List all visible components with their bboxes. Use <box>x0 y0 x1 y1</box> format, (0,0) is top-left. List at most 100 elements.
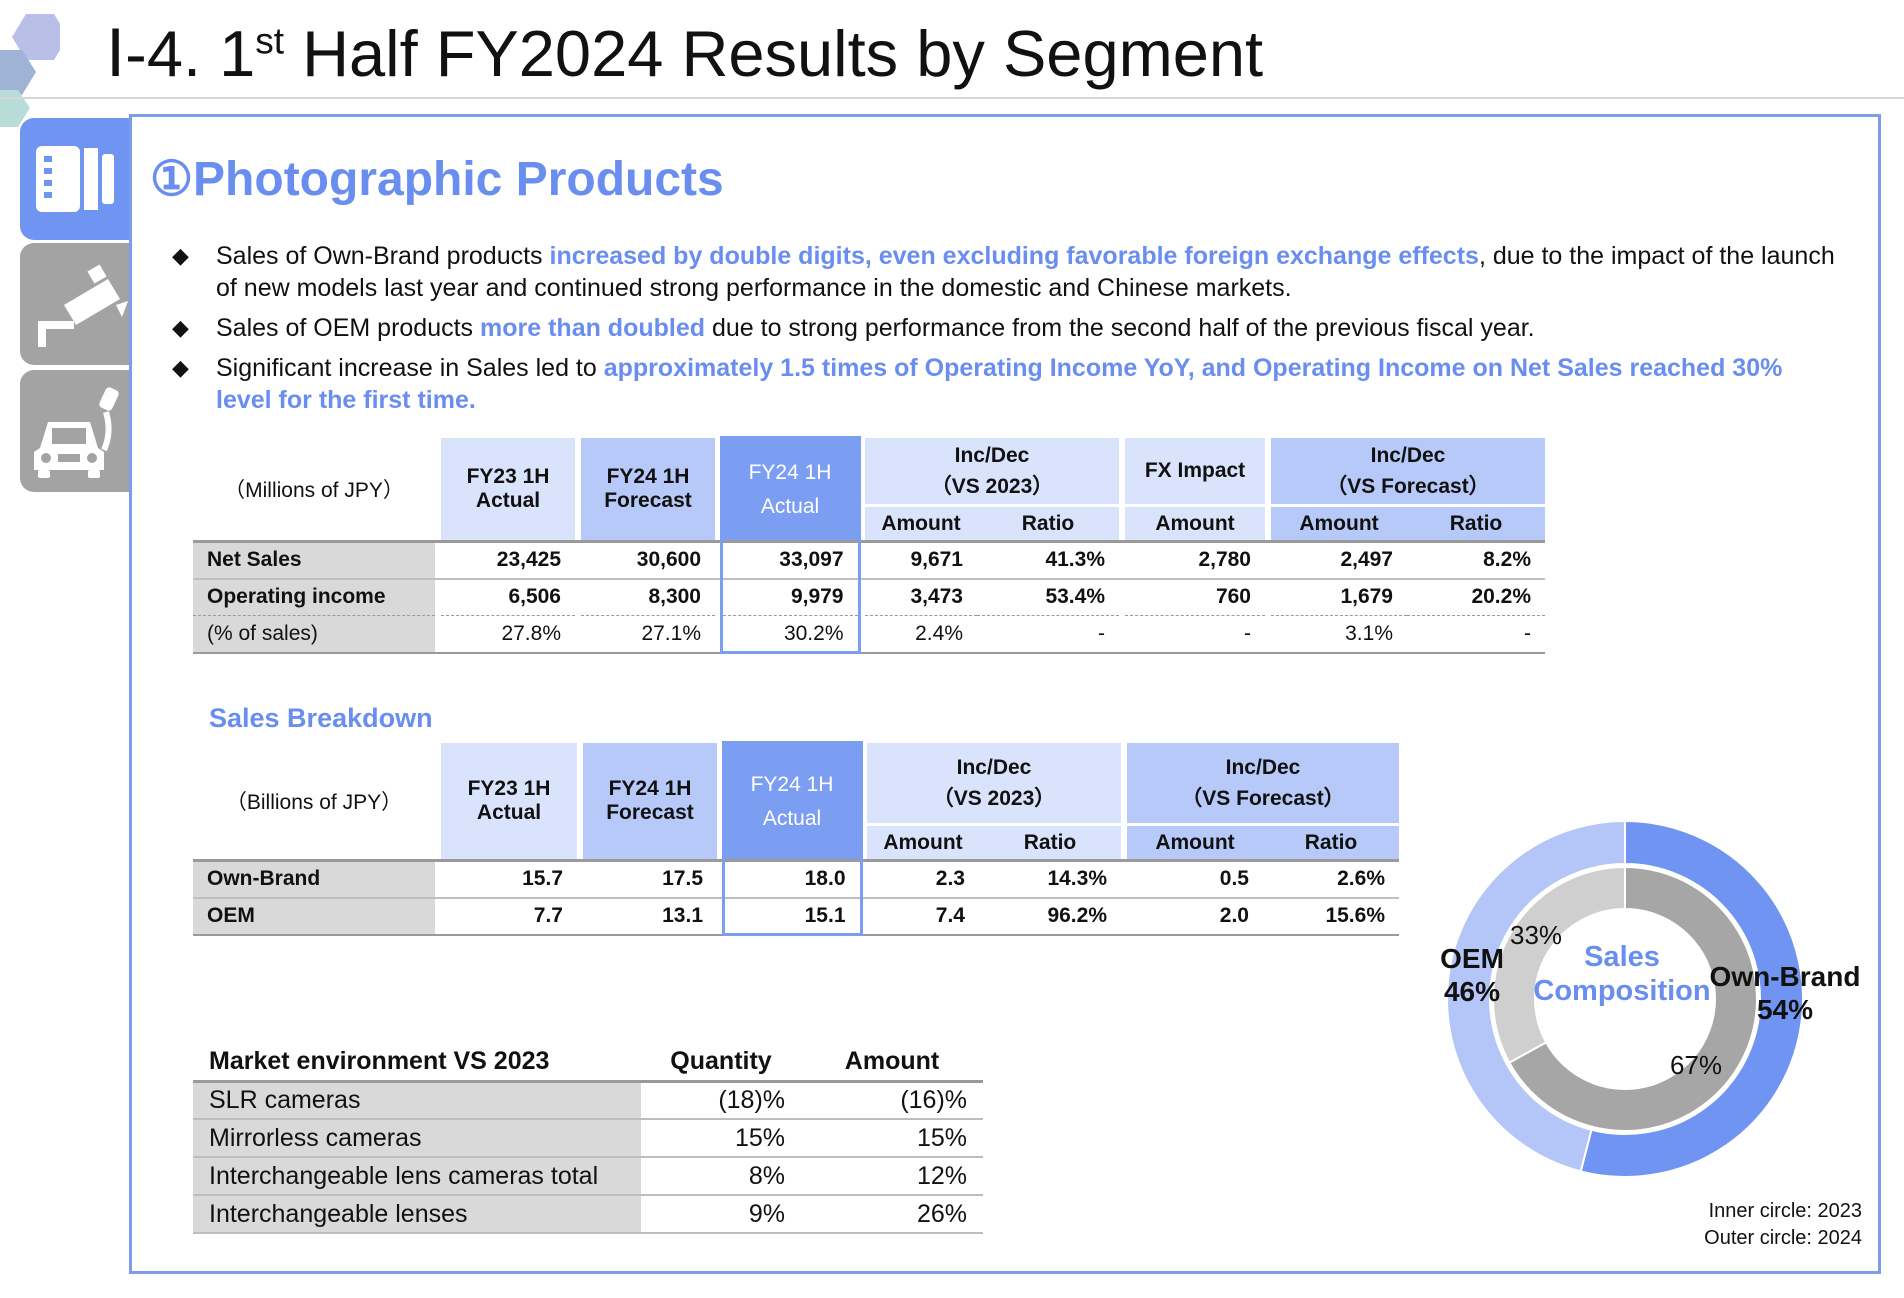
header-quantity: Quantity <box>641 1043 801 1083</box>
cell-value: 7.7 <box>533 904 563 927</box>
table-row: Operating income 6,506 8,300 9,979 3,473… <box>193 578 1545 616</box>
unit-label: （Millions of JPY） <box>193 437 435 542</box>
table-row: (% of sales) 27.8% 27.1% 30.2% 2.4% - - … <box>193 615 1545 654</box>
tab-security-camera[interactable] <box>20 243 130 365</box>
cell-value: 15.6% <box>1325 904 1385 927</box>
cell-value: 27.8% <box>441 615 575 653</box>
table-row: Net Sales 23,425 30,600 33,097 9,671 41.… <box>193 541 1545 579</box>
table-row: Mirrorless cameras 15% 15% <box>193 1119 983 1158</box>
outer-oem-slice <box>1446 819 1626 1173</box>
bullet-text: Sales of OEM products <box>216 314 481 342</box>
cell-value: 2.6% <box>1337 867 1385 891</box>
cell-value: 20.2% <box>1471 585 1531 609</box>
cell-value: 15% <box>641 1119 801 1158</box>
sales-composition-donut <box>1446 819 1804 1178</box>
inner-own-brand-slice <box>1507 865 1758 1132</box>
legend-inner-circle: Inner circle: 2023 <box>1708 1200 1862 1222</box>
page-title: Ⅰ-4. 1st Half FY2024 Results by Segment <box>106 17 1264 90</box>
cell-value: 14.3% <box>1047 867 1107 891</box>
cell-value: 2.0 <box>1219 904 1249 927</box>
outer-oem-label: OEM 46% <box>1440 943 1504 1007</box>
tab-automotive[interactable] <box>20 370 130 492</box>
cell-value: 96.2% <box>1047 904 1107 927</box>
col-fx-impact: FX Impact <box>1125 437 1265 507</box>
bullet-list: ◆ Sales of Own-Brand products increased … <box>172 240 1842 424</box>
cell-value: - <box>1125 615 1265 653</box>
outer-own-brand-slice <box>1579 819 1804 1178</box>
tab-photographic-products[interactable] <box>20 118 130 240</box>
diamond-bullet-icon: ◆ <box>172 355 189 380</box>
cell-value: 2,780 <box>1198 548 1251 572</box>
table-row: SLR cameras (18)% (16)% <box>193 1081 983 1120</box>
subhead-ratio: Ratio <box>1263 824 1399 861</box>
cell-value: 23,425 <box>496 548 561 572</box>
cell-value: 18.0 <box>721 860 863 898</box>
col-incdec-forecast: Inc/Dec （VS Forecast） <box>1127 742 1399 826</box>
header-label: Market environment VS 2023 <box>193 1043 641 1083</box>
cell-value: 9,979 <box>719 578 861 616</box>
header-amount: Amount <box>801 1043 983 1083</box>
results-table: （Millions of JPY） FY23 1H Actual FY24 1H… <box>193 436 1545 654</box>
subhead-amount: Amount <box>1125 505 1265 542</box>
bullet-highlight: more than doubled <box>480 314 706 342</box>
bullet-text: , due to the impact of the launch of new… <box>216 242 1835 302</box>
cell-value: 9% <box>641 1195 801 1234</box>
bullet-highlight: increased by double digits, even excludi… <box>549 242 1479 270</box>
subhead-ratio: Ratio <box>977 505 1119 542</box>
section-title: ①Photographic Products <box>150 153 724 206</box>
cell-value: - <box>1407 615 1545 653</box>
row-label: Own-Brand <box>193 860 435 898</box>
col-fy23-actual: FY23 1H Actual <box>441 742 577 861</box>
inner-oem-slice <box>1492 865 1626 1064</box>
legend-outer-circle: Outer circle: 2024 <box>1704 1227 1862 1249</box>
bullet-highlight: approximately 1.5 times of Operating Inc… <box>216 354 1783 414</box>
table-header: Market environment VS 2023 Quantity Amou… <box>193 1043 983 1083</box>
cell-value: 30.2% <box>719 615 861 654</box>
diamond-bullet-icon: ◆ <box>172 243 189 268</box>
col-fy24-forecast: FY24 1H Forecast <box>583 742 717 861</box>
cell-value: 33,097 <box>719 541 861 579</box>
cell-value: 0.5 <box>1219 867 1249 891</box>
subhead-amount: Amount <box>867 824 979 861</box>
inner-oem-label: 33% <box>1510 920 1563 950</box>
row-label: Mirrorless cameras <box>193 1119 641 1158</box>
unit-label: （Billions of JPY） <box>193 742 435 861</box>
cell-value: 8.2% <box>1483 548 1531 572</box>
subhead-ratio: Ratio <box>1407 505 1545 542</box>
cell-value: 9,671 <box>910 548 963 572</box>
title-divider <box>0 97 1904 99</box>
cell-value: (18)% <box>641 1081 801 1120</box>
bullet-text: Sales of Own-Brand products <box>216 242 550 270</box>
security-camera-icon <box>38 264 128 347</box>
cell-value: 8% <box>641 1157 801 1196</box>
cell-value: 2.4% <box>865 615 977 653</box>
table-row: Own-Brand 15.7 17.5 18.0 2.3 14.3% 0.5 2… <box>193 860 1399 898</box>
row-label: Interchangeable lenses <box>193 1195 641 1234</box>
cell-value: 7.4 <box>935 904 965 927</box>
cell-value: 760 <box>1215 585 1251 609</box>
cell-value: 6,506 <box>508 585 561 609</box>
breakdown-table: （Billions of JPY） FY23 1H Actual FY24 1H… <box>193 741 1399 936</box>
cell-value: 26% <box>801 1195 983 1234</box>
bullet-item: ◆ Significant increase in Sales led to a… <box>172 352 1842 416</box>
bullet-text: due to strong performance from the secon… <box>705 314 1535 342</box>
cell-value: - <box>977 615 1119 653</box>
row-label: Interchangeable lens cameras total <box>193 1157 641 1196</box>
col-incdec-2023: Inc/Dec （VS 2023） <box>867 742 1121 826</box>
chart-legend-note: Inner circle: 2023 Outer circle: 2024 <box>1704 1198 1862 1252</box>
col-incdec-forecast: Inc/Dec （VS Forecast） <box>1271 437 1545 507</box>
inner-own-brand-label: 67% <box>1670 1050 1723 1080</box>
row-label: OEM <box>193 897 435 935</box>
subhead-amount: Amount <box>1127 824 1263 861</box>
content-panel <box>129 114 1881 1274</box>
row-label: Operating income <box>193 578 435 616</box>
cell-value: 15% <box>801 1119 983 1158</box>
cell-value: 30,600 <box>636 548 701 572</box>
table-row: Interchangeable lenses 9% 26% <box>193 1195 983 1234</box>
subhead-ratio: Ratio <box>979 824 1121 861</box>
subhead-amount: Amount <box>1271 505 1407 542</box>
market-environment-table: Market environment VS 2023 Quantity Amou… <box>193 1043 983 1234</box>
subhead-amount: Amount <box>865 505 977 542</box>
bullet-item: ◆ Sales of OEM products more than double… <box>172 312 1842 344</box>
cell-value: 27.1% <box>581 615 715 653</box>
